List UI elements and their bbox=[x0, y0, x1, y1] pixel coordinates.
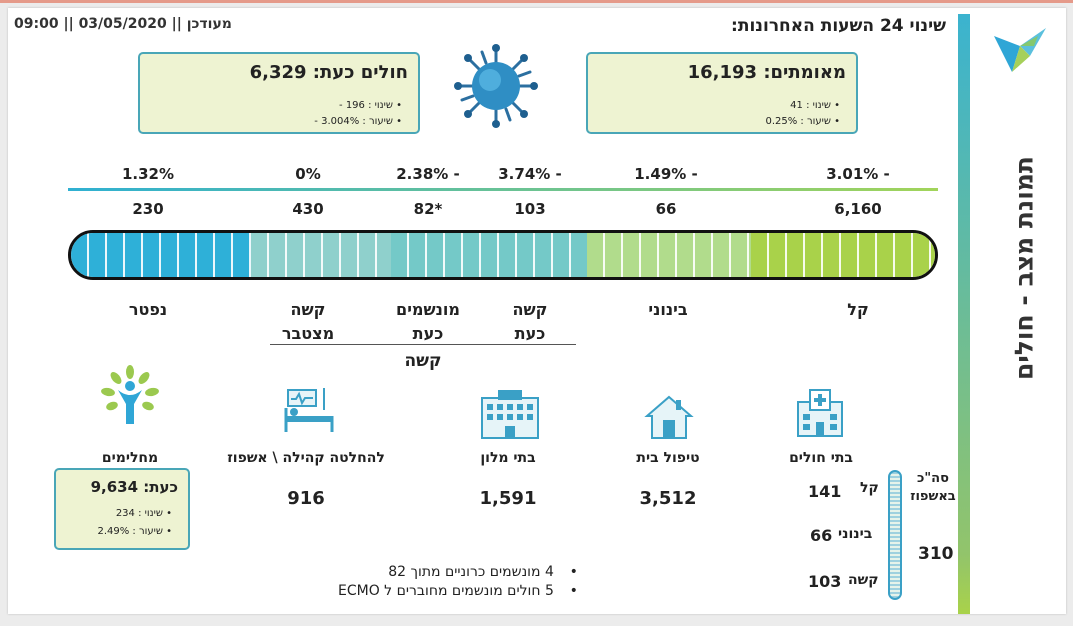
value-severe-now: 103 bbox=[514, 200, 546, 218]
note-item: 5 חולים מונשמים מחוברים ל ECMO bbox=[338, 583, 578, 599]
bar-segment-mild bbox=[751, 233, 935, 277]
hotels-label: בתי מלון bbox=[480, 450, 536, 466]
confirmed-total: מאומתים: 16,193 bbox=[687, 62, 846, 83]
logo-icon bbox=[994, 28, 1046, 72]
community-value: 916 bbox=[287, 488, 325, 509]
recovered-label: מחלימים bbox=[101, 450, 159, 466]
hospital-mild-value: 141 bbox=[808, 482, 842, 501]
bar-segment-deceased bbox=[71, 233, 251, 277]
hospital-breakdown-gauge bbox=[888, 470, 902, 600]
hotels-value: 1,591 bbox=[479, 488, 537, 509]
label-severe-now: קשה כעת bbox=[512, 300, 548, 343]
dashboard-panel: שינוי 24 השעות האחרונות: מעודכן || 03/05… bbox=[8, 8, 1066, 614]
pct-mild: 3.01% - bbox=[826, 165, 890, 183]
sick-now-rate: שיעור : 3.004% - bbox=[314, 116, 402, 127]
recovered-rate: שיעור : 2.49% bbox=[97, 526, 172, 537]
hospital-moderate-label: בינוני bbox=[838, 526, 873, 542]
sick-now-box: חולים כעת: 6,329 שינוי : 196 - שיעור : 3… bbox=[138, 52, 420, 134]
recovered-total: כעת: 9,634 bbox=[90, 478, 178, 496]
home-care-label: טיפול בית bbox=[636, 450, 700, 466]
top-accent-line bbox=[0, 0, 1073, 3]
hotel-icon bbox=[481, 390, 539, 439]
value-ventilated: 82* bbox=[413, 200, 443, 218]
side-title: תמונת מצב - חולים bbox=[1009, 156, 1039, 380]
hospital-moderate-value: 66 bbox=[810, 526, 833, 545]
hospital-total-value: 310 bbox=[918, 544, 954, 564]
label-mild: קל bbox=[847, 300, 869, 319]
hospital-severe-value: 103 bbox=[808, 572, 842, 591]
severe-group-underline bbox=[270, 344, 576, 345]
virus-icon bbox=[454, 44, 538, 128]
home-care-value: 3,512 bbox=[639, 488, 697, 509]
recovered-box: כעת: 9,634 שינוי : 234 שיעור : 2.49% bbox=[54, 468, 190, 550]
confirmed-change: שינוי : 41 bbox=[790, 100, 840, 111]
pct-severe-cumulative: 0% bbox=[295, 165, 321, 183]
hospital-total-label: סה"כ באשפוז bbox=[910, 471, 956, 504]
updated-timestamp: מעודכן || 03/05/2020 || 09:00 bbox=[14, 16, 232, 32]
confirmed-rate: שיעור : 0.25% bbox=[765, 116, 840, 127]
hospitals-label: בתי חולים bbox=[789, 450, 853, 466]
bar-segment-moderate bbox=[587, 233, 751, 277]
value-deceased: 230 bbox=[132, 200, 164, 218]
hospital-icon bbox=[797, 389, 843, 437]
hospital-mild-label: קל bbox=[860, 480, 879, 496]
header-title: שינוי 24 השעות האחרונות: bbox=[731, 16, 946, 36]
label-moderate: בינוני bbox=[648, 300, 688, 319]
pct-ventilated: 2.38% - bbox=[396, 165, 460, 183]
hospital-severe-label: קשה bbox=[848, 572, 879, 588]
recovered-change: שינוי : 234 bbox=[116, 508, 172, 519]
value-severe-cumulative: 430 bbox=[292, 200, 324, 218]
severe-group-label: קשה bbox=[404, 351, 442, 371]
hospital-bed-icon bbox=[284, 388, 334, 432]
notes-list: 4 מונשמים כרוניים מתוך 82 5 חולים מונשמי… bbox=[338, 564, 578, 602]
note-item: 4 מונשמים כרוניים מתוך 82 bbox=[338, 564, 578, 580]
label-deceased: נפטר bbox=[128, 300, 168, 319]
scale-divider-line bbox=[68, 188, 938, 191]
confirmed-box: מאומתים: 16,193 שינוי : 41 שיעור : 0.25% bbox=[586, 52, 858, 134]
pct-moderate: 1.49% - bbox=[634, 165, 698, 183]
label-ventilated-now: מונשמים כעת bbox=[396, 300, 460, 343]
house-icon bbox=[644, 395, 694, 439]
sick-now-total: חולים כעת: 6,329 bbox=[249, 62, 408, 83]
pct-severe-now: 3.74% - bbox=[498, 165, 562, 183]
label-severe-cumulative: קשה מצטבר bbox=[281, 300, 335, 343]
value-moderate: 66 bbox=[655, 200, 677, 218]
sick-now-change: שינוי : 196 - bbox=[339, 100, 402, 111]
community-label: להחלטה קהילה \ אשפוז bbox=[227, 450, 385, 466]
bar-segment-severe-cumulative bbox=[251, 233, 391, 277]
bar-segment-severe bbox=[391, 233, 587, 277]
severity-scale-bar bbox=[68, 230, 938, 280]
vertical-accent-bar bbox=[958, 14, 970, 614]
value-mild: 6,160 bbox=[834, 200, 882, 218]
pct-deceased: 1.32% bbox=[121, 165, 175, 183]
recovered-tree-icon bbox=[101, 365, 159, 424]
